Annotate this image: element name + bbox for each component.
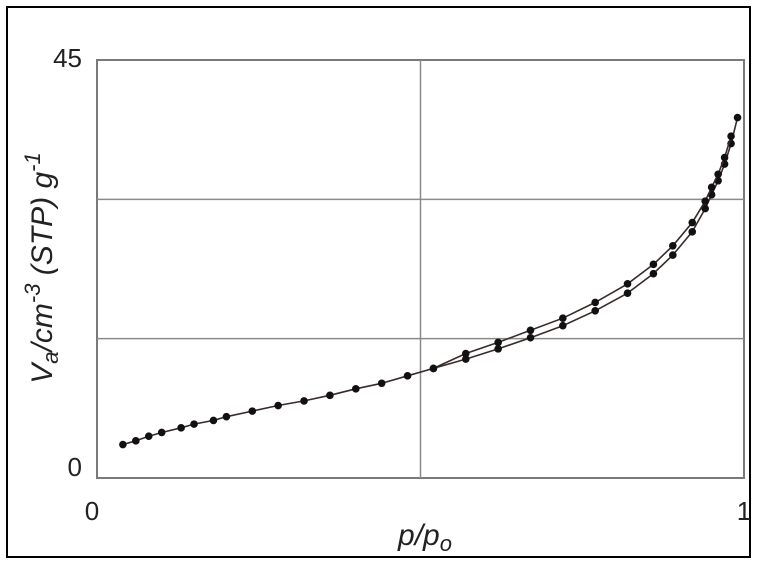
data-point-s0-13: [377, 379, 386, 388]
data-point-s0-3: [157, 428, 166, 437]
data-point-s0-23: [669, 251, 677, 259]
data-point-s1-6: [623, 280, 632, 288]
data-point-s1-11: [707, 183, 716, 192]
y-tick-label-0: 0: [68, 452, 82, 482]
data-point-s0-7: [222, 412, 231, 421]
data-point-s0-4: [177, 424, 185, 432]
data-point-s0-22: [649, 269, 658, 278]
y-axis-title-unit: /cm: [26, 303, 59, 353]
y-axis-title: Va/cm-3 (STP) g-1: [20, 152, 63, 383]
data-point-s0-21: [623, 289, 632, 297]
data-point-s1-9: [688, 218, 697, 227]
data-point-s0-0: [119, 440, 127, 449]
y-tick-label-45: 45: [53, 43, 82, 73]
data-point-s1-1: [461, 349, 470, 358]
data-point-s0-8: [248, 407, 257, 415]
y-axis-title-exp: -3: [20, 283, 45, 303]
data-point-s1-2: [494, 338, 502, 347]
data-point-s0-25: [701, 204, 709, 213]
y-axis-title-v-sub: a: [38, 351, 63, 363]
data-point-s0-19: [559, 321, 567, 330]
y-axis-title-unit-mid: (STP) g: [26, 172, 59, 284]
data-point-s1-4: [559, 314, 567, 323]
data-point-s1-12: [714, 170, 722, 179]
x-axis-title: p/po: [397, 519, 452, 556]
data-point-s0-24: [688, 228, 697, 236]
x-axis-title-sub: o: [440, 531, 452, 556]
series-layer: [119, 113, 742, 449]
y-axis-title-v: V: [26, 361, 59, 384]
data-point-s1-10: [701, 197, 709, 205]
data-point-s1-3: [526, 326, 535, 335]
data-point-s1-5: [591, 298, 599, 307]
data-point-s1-14: [727, 132, 735, 140]
x-tick-label-0: 0: [85, 496, 99, 526]
data-point-s0-16: [461, 355, 470, 363]
data-point-s0-11: [326, 391, 334, 400]
data-point-s1-8: [669, 241, 677, 250]
y-axis-title-exp2: -1: [20, 152, 45, 172]
data-point-s0-14: [403, 372, 412, 380]
data-point-s0-18: [526, 333, 535, 342]
data-point-s0-12: [352, 385, 360, 393]
data-point-s0-20: [591, 307, 599, 315]
data-point-s0-1: [132, 437, 140, 445]
data-point-s1-7: [649, 260, 658, 269]
grid-lines: [97, 60, 744, 478]
x-axis-title-main: p/p: [397, 519, 440, 552]
data-point-s0-9: [274, 401, 282, 410]
data-point-s0-30: [733, 113, 742, 122]
data-point-s0-10: [300, 397, 308, 405]
data-point-s0-17: [494, 345, 502, 353]
data-point-s1-0: [429, 364, 438, 373]
data-point-s1-13: [720, 153, 729, 162]
x-tick-label-1: 1: [737, 496, 751, 526]
data-point-s0-2: [144, 432, 153, 441]
data-point-s0-6: [209, 416, 218, 425]
data-point-s0-5: [190, 420, 198, 428]
